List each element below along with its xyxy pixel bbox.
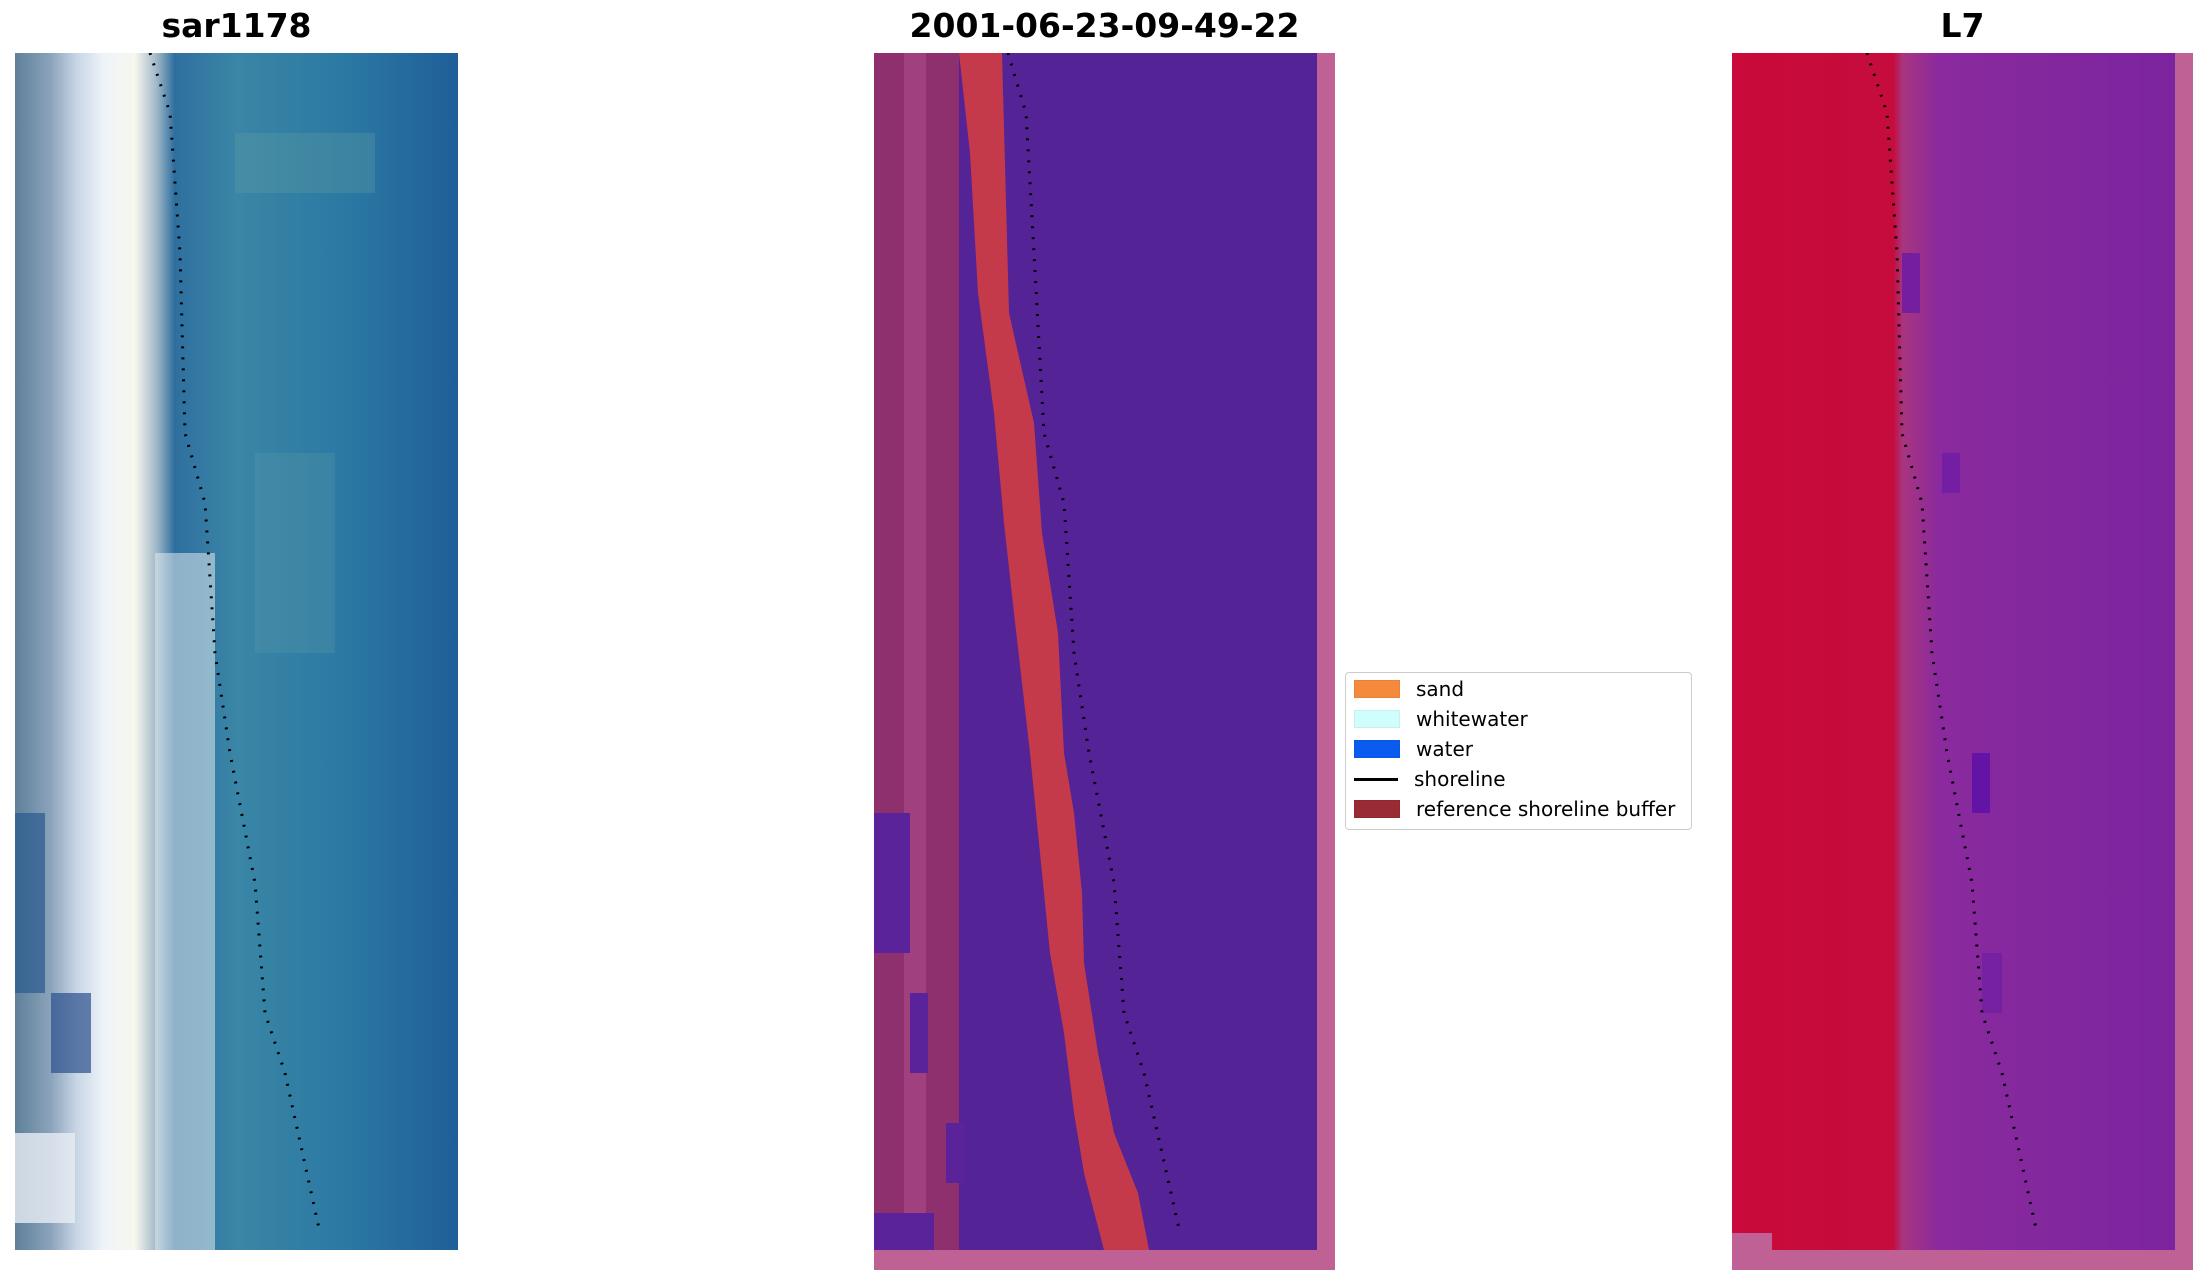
legend-item-shoreline: shoreline — [1354, 767, 1506, 791]
rgb-image-panel — [15, 53, 458, 1250]
legend-label: shoreline — [1414, 767, 1506, 791]
shoreline-line-swatch — [1354, 777, 1398, 781]
whitewater-swatch — [1354, 710, 1400, 728]
rgb-image-overlay — [15, 53, 375, 1250]
legend-item-water: water — [1354, 737, 1473, 761]
legend-label: sand — [1416, 677, 1465, 701]
legend-label: reference shoreline buffer — [1416, 797, 1676, 821]
index-image-panel — [1732, 53, 2193, 1270]
legend-label: water — [1416, 737, 1473, 761]
index-image-overlay — [1732, 53, 2193, 1270]
water-swatch — [1354, 740, 1400, 758]
legend-item-whitewater: whitewater — [1354, 707, 1528, 731]
classified-image-panel — [874, 53, 1335, 1270]
sand-swatch — [1354, 680, 1400, 698]
buffer-zone — [946, 53, 1149, 1250]
shoreline-left — [148, 53, 322, 1234]
legend: sand whitewater water shoreline referenc… — [1345, 672, 1692, 830]
shoreline-right — [1865, 53, 2039, 1234]
classified-image-overlay — [874, 53, 1335, 1270]
panel-title-center: 2001-06-23-09-49-22 — [909, 6, 1300, 45]
legend-item-sand: sand — [1354, 677, 1464, 701]
legend-item-reference-buffer: reference shoreline buffer — [1354, 797, 1675, 821]
panel-title-left: sar1178 — [161, 6, 312, 45]
buffer-swatch — [1354, 800, 1400, 818]
panel-title-right: L7 — [1940, 6, 1985, 45]
legend-label: whitewater — [1416, 707, 1528, 731]
shoreline-center — [1006, 53, 1182, 1234]
